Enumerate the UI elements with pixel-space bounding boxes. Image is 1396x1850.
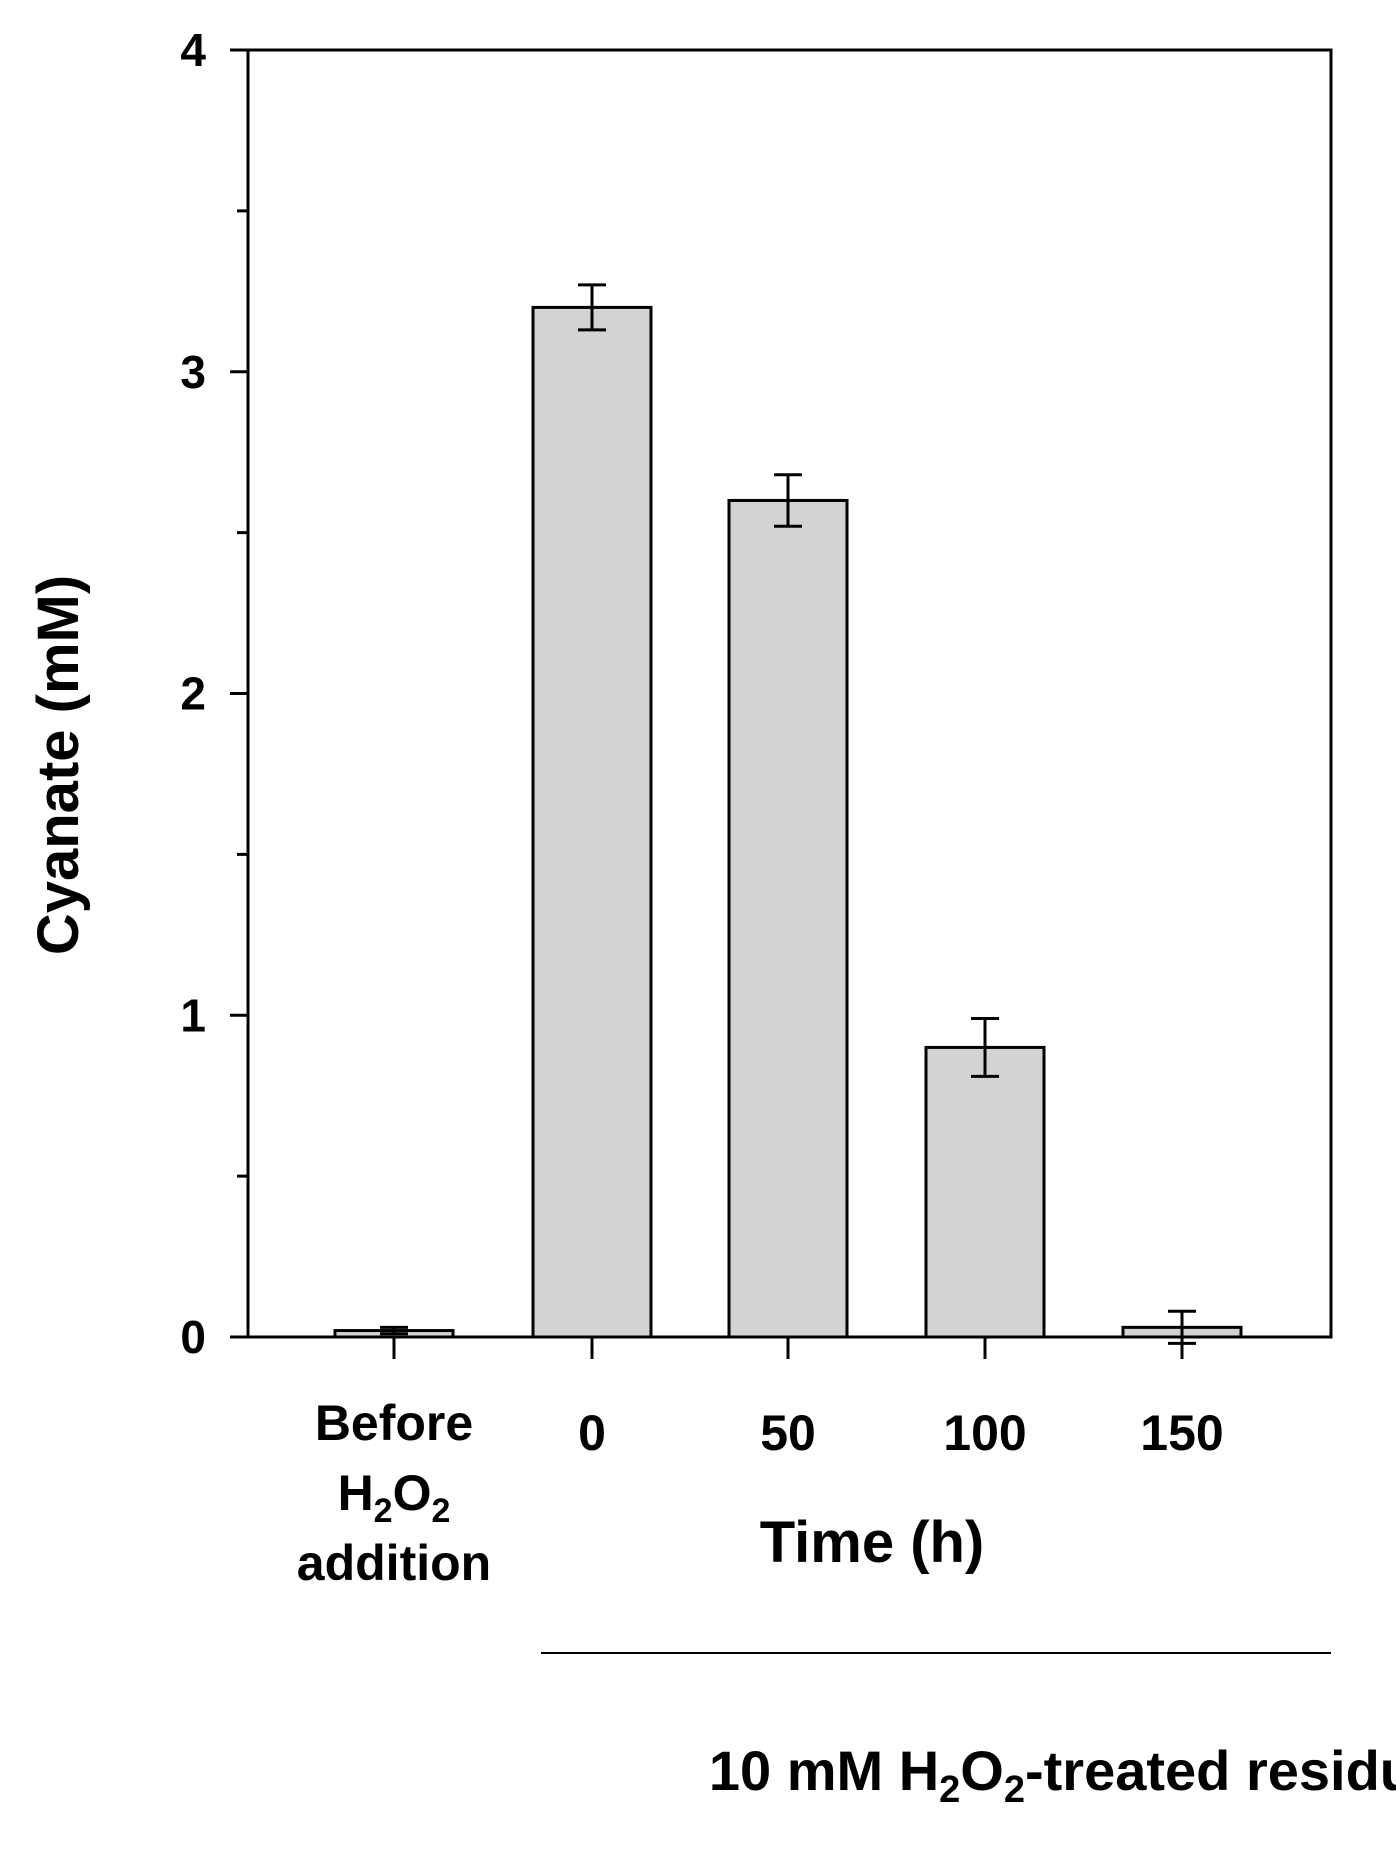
x-tick-label: Before	[315, 1395, 473, 1451]
x-tick-label: 0	[578, 1405, 606, 1461]
bars	[333, 305, 1243, 1339]
x-tick-label: 150	[1140, 1405, 1223, 1461]
group-label: 10 mM H2O2-treated residue	[709, 1739, 1396, 1811]
y-tick-label: 3	[180, 346, 206, 398]
y-axis-label: Cyanate (mM)	[26, 575, 91, 955]
y-axis: 0 1 2 3 4	[180, 24, 248, 1363]
x-tick-label: 100	[943, 1405, 1026, 1461]
y-tick-label: 4	[180, 24, 206, 76]
x-tick-label-h2o2: H2O2	[338, 1465, 451, 1530]
x-tick-label: addition	[297, 1535, 491, 1591]
bar	[924, 1045, 1046, 1339]
bar	[727, 498, 849, 1339]
bar	[531, 305, 653, 1339]
x-axis-label: Time (h)	[760, 1510, 985, 1575]
y-tick-label: 1	[180, 989, 206, 1041]
x-tick-label: 50	[760, 1405, 816, 1461]
y-tick-label: 0	[180, 1311, 206, 1363]
y-tick-label: 2	[180, 668, 206, 720]
